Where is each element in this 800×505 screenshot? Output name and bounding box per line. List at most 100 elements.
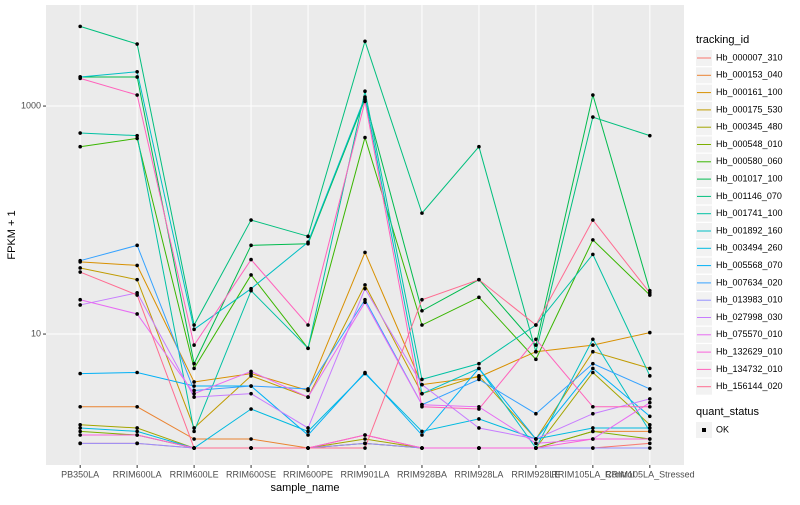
data-point [306,446,310,450]
x-tick-label: RRIM105LA_Control [551,469,634,479]
x-tick-label: RRIM600SE [226,469,276,479]
data-point [78,266,82,270]
data-point [477,361,481,366]
data-point [363,297,367,302]
data-point [477,417,481,421]
data-point [306,387,310,391]
y-axis-label: FPKM + 1 [6,210,18,259]
data-point [420,433,424,437]
x-tick-label: PB350LA [61,469,99,479]
data-point [420,323,424,327]
data-point [648,414,652,419]
data-point [363,446,367,450]
data-point [591,343,595,347]
data-point [78,371,82,376]
legend-label: Hb_000580_060 [716,156,783,166]
x-axis-label: sample_name [270,482,339,494]
legend-label: Hb_000175_530 [716,104,783,114]
data-point [363,135,367,140]
data-point [78,24,82,29]
data-point [420,391,424,396]
legend-title: tracking_id [696,34,749,46]
data-point [306,323,310,327]
data-point [78,131,82,135]
legend-label: Hb_156144_020 [716,381,783,391]
data-point [135,133,139,138]
data-point [591,252,595,257]
data-point [78,422,82,427]
legend-label: Hb_000345_480 [716,122,783,132]
data-point [591,411,595,416]
legend-label: OK [716,424,729,434]
data-point [534,441,538,446]
data-point [192,426,196,430]
data-point [78,258,82,263]
data-point [135,426,139,430]
legend-label: Hb_132629_010 [716,346,783,356]
data-point [534,437,538,441]
data-point [420,382,424,387]
data-point [591,361,595,366]
x-tick-label: RRIM928BA [397,469,447,479]
data-point [591,370,595,375]
data-point [135,42,139,46]
data-point [192,388,196,393]
data-point [78,405,82,409]
data-point [135,263,139,268]
data-point [648,330,652,335]
data-point [192,361,196,366]
data-point [534,446,538,450]
data-point [78,303,82,307]
shape-legend-title: quant_status [696,406,759,418]
data-point [306,395,310,399]
data-point [591,405,595,409]
data-point [363,433,367,437]
data-point [135,429,139,434]
data-point [648,426,652,430]
data-point [135,136,139,141]
x-tick-label: RRIM928LA [454,469,503,479]
x-tick-label: RRIM600LA [113,469,162,479]
data-point [78,270,82,274]
data-point [648,374,652,378]
data-point [135,405,139,409]
data-point [420,405,424,409]
data-point [249,407,253,411]
x-tick-label: RRIM901LA [340,469,389,479]
data-point [78,76,82,81]
data-point [591,337,595,342]
y-tick-label: 10 [31,328,41,338]
data-point [78,441,82,446]
data-point [420,308,424,313]
data-point [306,346,310,351]
legend-label: Hb_000007_310 [716,52,783,62]
data-point [363,437,367,441]
data-point [534,323,538,327]
data-point [591,115,595,119]
data-point [249,369,253,374]
data-point [648,291,652,295]
data-point [591,426,595,430]
data-point [477,295,481,300]
data-point [363,89,367,93]
data-point [477,374,481,378]
data-point [363,283,367,287]
legend-label: Hb_000548_010 [716,139,783,149]
y-tick-label: 1000 [21,100,41,110]
data-point [306,234,310,239]
data-point [192,446,196,450]
data-point [591,349,595,354]
data-point [135,69,139,74]
legend-label: Hb_013983_010 [716,295,783,305]
legend-shape [702,428,706,432]
data-point [420,446,424,450]
data-point [192,395,196,399]
data-point [477,277,481,282]
data-point [363,286,367,291]
data-point [591,429,595,434]
data-point [192,384,196,388]
legend-label: Hb_000161_100 [716,87,783,97]
data-point [135,433,139,437]
data-point [477,144,481,149]
data-point [591,218,595,222]
